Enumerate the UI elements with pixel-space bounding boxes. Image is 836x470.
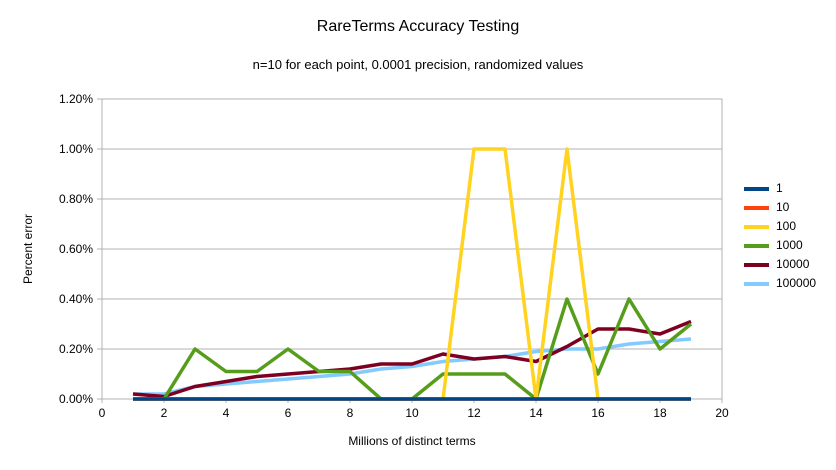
series-line-100 <box>133 147 691 401</box>
x-axis-title: Millions of distinct terms <box>348 434 476 448</box>
x-tick-label: 4 <box>223 406 230 420</box>
legend-item-1000: 1000 <box>744 236 816 255</box>
legend-swatch-icon <box>744 243 769 248</box>
y-tick-label: 1.20% <box>59 92 93 106</box>
legend-label: 100000 <box>776 276 817 290</box>
series-line-100000 <box>133 337 692 396</box>
legend-label: 1 <box>776 181 783 195</box>
legend-label: 1000 <box>776 238 803 252</box>
series-line-10000 <box>132 319 692 399</box>
y-tick-label: 1.00% <box>59 142 93 156</box>
legend-swatch-icon <box>744 262 769 267</box>
x-tick-label: 2 <box>161 406 168 420</box>
y-tick-label: 0.60% <box>59 242 93 256</box>
legend-swatch-icon <box>744 224 769 229</box>
x-tick-label: 8 <box>347 406 354 420</box>
x-tick-label: 14 <box>529 406 543 420</box>
legend-swatch-icon <box>744 186 769 191</box>
legend-item-100: 100 <box>744 217 816 236</box>
legend-item-10: 10 <box>744 198 816 217</box>
legend: 1 10 100 1000 10000 100000 <box>744 179 816 293</box>
legend-swatch-icon <box>744 205 769 210</box>
x-tick-label: 20 <box>715 406 729 420</box>
chart-subtitle: n=10 for each point, 0.0001 precision, r… <box>252 57 584 72</box>
legend-item-10000: 10000 <box>744 255 816 274</box>
chart-title: RareTerms Accuracy Testing <box>316 18 520 35</box>
legend-label: 10 <box>776 200 790 214</box>
x-tick-label: 12 <box>467 406 481 420</box>
legend-label: 100 <box>776 219 797 233</box>
legend-swatch-icon <box>744 281 769 286</box>
y-axis-title: Percent error <box>21 213 35 285</box>
x-tick-label: 16 <box>591 406 605 420</box>
x-tick-label: 6 <box>285 406 292 420</box>
x-tick-label: 0 <box>99 406 106 420</box>
legend-item-1: 1 <box>744 179 816 198</box>
legend-label: 10000 <box>776 257 810 271</box>
y-tick-label: 0.00% <box>59 392 93 406</box>
legend-item-100000: 100000 <box>744 274 816 293</box>
y-tick-label: 0.20% <box>59 342 93 356</box>
x-tick-label: 10 <box>405 406 419 420</box>
y-tick-label: 0.40% <box>59 292 93 306</box>
x-tick-label: 18 <box>653 406 667 420</box>
y-tick-label: 0.80% <box>59 192 93 206</box>
